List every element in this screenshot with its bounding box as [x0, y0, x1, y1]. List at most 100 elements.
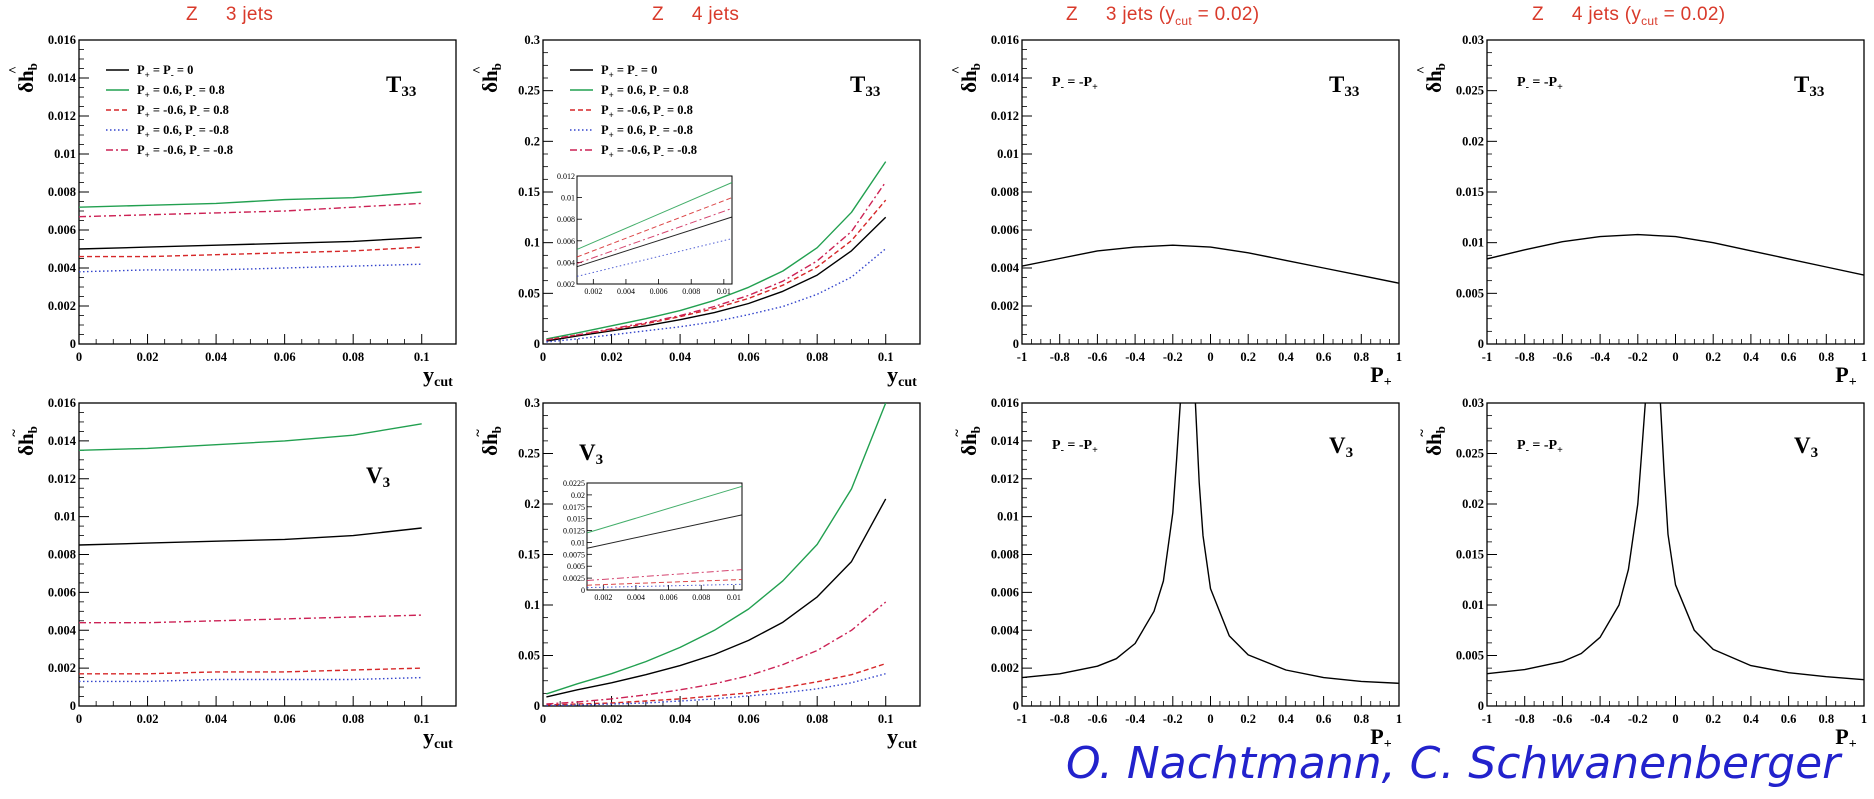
inset-x-tick-label: 0.004 — [627, 593, 645, 602]
x-tick-label: 0.4 — [1743, 712, 1759, 726]
series-line-black — [1487, 233, 1864, 276]
inset-x-tick-label: 0.006 — [650, 287, 668, 296]
y-axis-label: δhb^ — [7, 63, 40, 93]
x-tick-label: -0.6 — [1088, 350, 1108, 364]
x-tick-label: 0.4 — [1278, 350, 1294, 364]
label-subscript: + — [145, 70, 150, 80]
y-tick-label: 0.006 — [48, 223, 76, 237]
label-text: P — [601, 123, 609, 137]
label-subscript: - — [657, 90, 660, 100]
y-tick-label: 0.008 — [48, 185, 76, 199]
y-tick-label: 0.012 — [991, 109, 1019, 123]
y-tick-label: 0.002 — [48, 661, 76, 675]
y-tick-label: 0.004 — [991, 261, 1020, 275]
inset-series-black — [576, 216, 733, 268]
inset-plot: 0.002 0.004 0.006 0.008 0.01 0.012 0.002 0.004 0… — [557, 172, 733, 296]
title-text: 4 jets (y — [1571, 4, 1642, 25]
x-axis-label: P+ — [1370, 362, 1391, 390]
x-tick-label: 0.04 — [669, 712, 692, 726]
legend-entry: P+ = 0.6, P- = 0.8 — [137, 83, 225, 100]
label-text: P — [601, 83, 609, 97]
legend-entry: P+ = -0.6, P- = -0.8 — [137, 143, 233, 160]
y-tick-label: 0.05 — [518, 649, 540, 663]
label-text: P — [601, 103, 609, 117]
label-subscript: cut — [434, 375, 453, 390]
y-tick-label: 0.03 — [1462, 396, 1484, 410]
y-tick-label: 0.006 — [991, 223, 1019, 237]
inset-y-tick-label: 0.0125 — [563, 527, 585, 536]
legend: P+ = P- = 0P+ = 0.6, P- = 0.8P+ = -0.6, … — [570, 63, 697, 160]
inset-series-green — [586, 485, 743, 534]
x-tick-label: -0.4 — [1125, 350, 1146, 364]
label-subscript: + — [145, 110, 150, 120]
label-text: V — [1329, 433, 1346, 458]
label-subscript: - — [635, 70, 638, 80]
title-after: = 0.02) — [1192, 4, 1260, 25]
series-line-magenta — [546, 181, 887, 341]
label-text: = -0.6, P — [150, 143, 197, 157]
y-tick-label: 0.002 — [48, 299, 76, 313]
y-tick-label: 0.15 — [518, 548, 540, 562]
label-text: = 0.8 — [664, 103, 693, 117]
x-tick-label: -0.6 — [1553, 350, 1573, 364]
author-credit: O. Nachtmann, C. Schwanenberger — [1066, 738, 1841, 789]
label-text: V — [579, 440, 596, 465]
inset-x-tick-label: 0.006 — [660, 593, 678, 602]
label-subscript: - — [197, 150, 200, 160]
x-tick-label: -0.6 — [1553, 712, 1573, 726]
inset-series-red — [576, 197, 733, 258]
x-tick-label: 0.6 — [1781, 350, 1797, 364]
y-tick-label: 0.002 — [991, 661, 1019, 675]
series-line-magenta — [79, 202, 422, 218]
label-subscript: - — [1526, 82, 1529, 93]
label-text: P — [137, 103, 145, 117]
label-subscript: b — [25, 63, 40, 70]
x-tick-label: 0.4 — [1743, 350, 1759, 364]
label-text: δh — [14, 433, 38, 456]
label-subscript: - — [193, 130, 196, 140]
series-line-black — [79, 527, 422, 546]
series-line-green — [79, 423, 422, 451]
label-text: δh — [14, 70, 38, 93]
y-tick-label: 0.3 — [524, 396, 540, 410]
y-tick-label: 0.15 — [518, 185, 540, 199]
x-tick-label: 0.2 — [1705, 350, 1721, 364]
chart-panel-z3-v3: 0 0.002 0.004 0.006 0.008 0.01 0.012 0.014 0.016… — [7, 396, 457, 752]
inset-x-tick-label: 0.002 — [584, 287, 602, 296]
x-tick-label: 0.2 — [1240, 350, 1256, 364]
y-tick-label: 0.01 — [997, 147, 1019, 161]
label-text: T — [1329, 72, 1344, 97]
series-line-magenta — [79, 614, 422, 624]
label-subscript: 3 — [596, 452, 604, 468]
label-subscript: + — [609, 110, 614, 120]
x-tick-label: 0.1 — [414, 350, 430, 364]
panel-title-4: Z 4 jets (ycut = 0.02) — [1532, 4, 1725, 28]
x-tick-label: 0 — [1672, 350, 1678, 364]
y-tick-label: 0.008 — [991, 185, 1019, 199]
panel-label: T33 — [386, 72, 416, 100]
x-tick-label: 0.06 — [274, 712, 296, 726]
label-text: = 0.6, P — [150, 123, 193, 137]
title-text: 3 jets (y — [1105, 4, 1176, 25]
label-text: = -P — [1529, 75, 1558, 90]
x-tick-label: 0.8 — [1353, 712, 1369, 726]
label-text: = 0 — [638, 63, 658, 77]
x-tick-label: 1 — [1861, 712, 1867, 726]
x-tick-label: 0.8 — [1818, 350, 1834, 364]
label-subscript: - — [661, 110, 664, 120]
y-tick-label: 0.025 — [1456, 447, 1484, 461]
y-axis-label: δhb~ — [950, 426, 983, 456]
y-tick-label: 0.012 — [991, 472, 1019, 486]
label-text: δh — [1422, 433, 1446, 456]
y-tick-label: 0.012 — [48, 109, 76, 123]
x-tick-label: 0.6 — [1316, 350, 1332, 364]
x-tick-label: 0.08 — [342, 350, 364, 364]
label-subscript: + — [1384, 375, 1392, 390]
x-tick-label: -0.4 — [1590, 712, 1611, 726]
series-line-black — [546, 216, 887, 342]
label-text: P — [1052, 438, 1061, 453]
series-line-blue — [79, 676, 422, 683]
label-text: = -0.6, P — [614, 103, 661, 117]
label-text: V — [1794, 433, 1811, 458]
label-subscript: b — [1433, 426, 1448, 433]
